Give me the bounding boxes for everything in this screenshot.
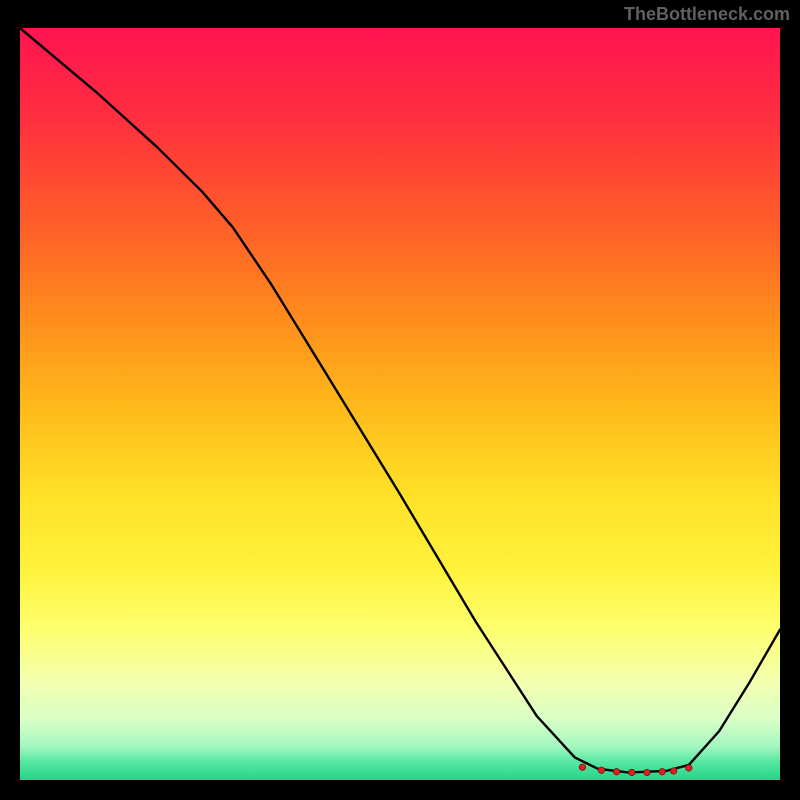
marker-point	[644, 769, 650, 775]
marker-point	[686, 765, 692, 771]
chart-container: TheBottleneck.com	[0, 0, 800, 800]
marker-point	[598, 767, 604, 773]
marker-point	[613, 769, 619, 775]
marker-point	[579, 764, 585, 770]
bottleneck-curve	[20, 28, 780, 772]
curve-layer	[20, 28, 780, 780]
marker-group	[579, 764, 692, 776]
marker-point	[670, 768, 676, 774]
plot-area	[20, 28, 780, 780]
marker-point	[659, 769, 665, 775]
attribution-text: TheBottleneck.com	[624, 4, 790, 25]
marker-point	[629, 769, 635, 775]
